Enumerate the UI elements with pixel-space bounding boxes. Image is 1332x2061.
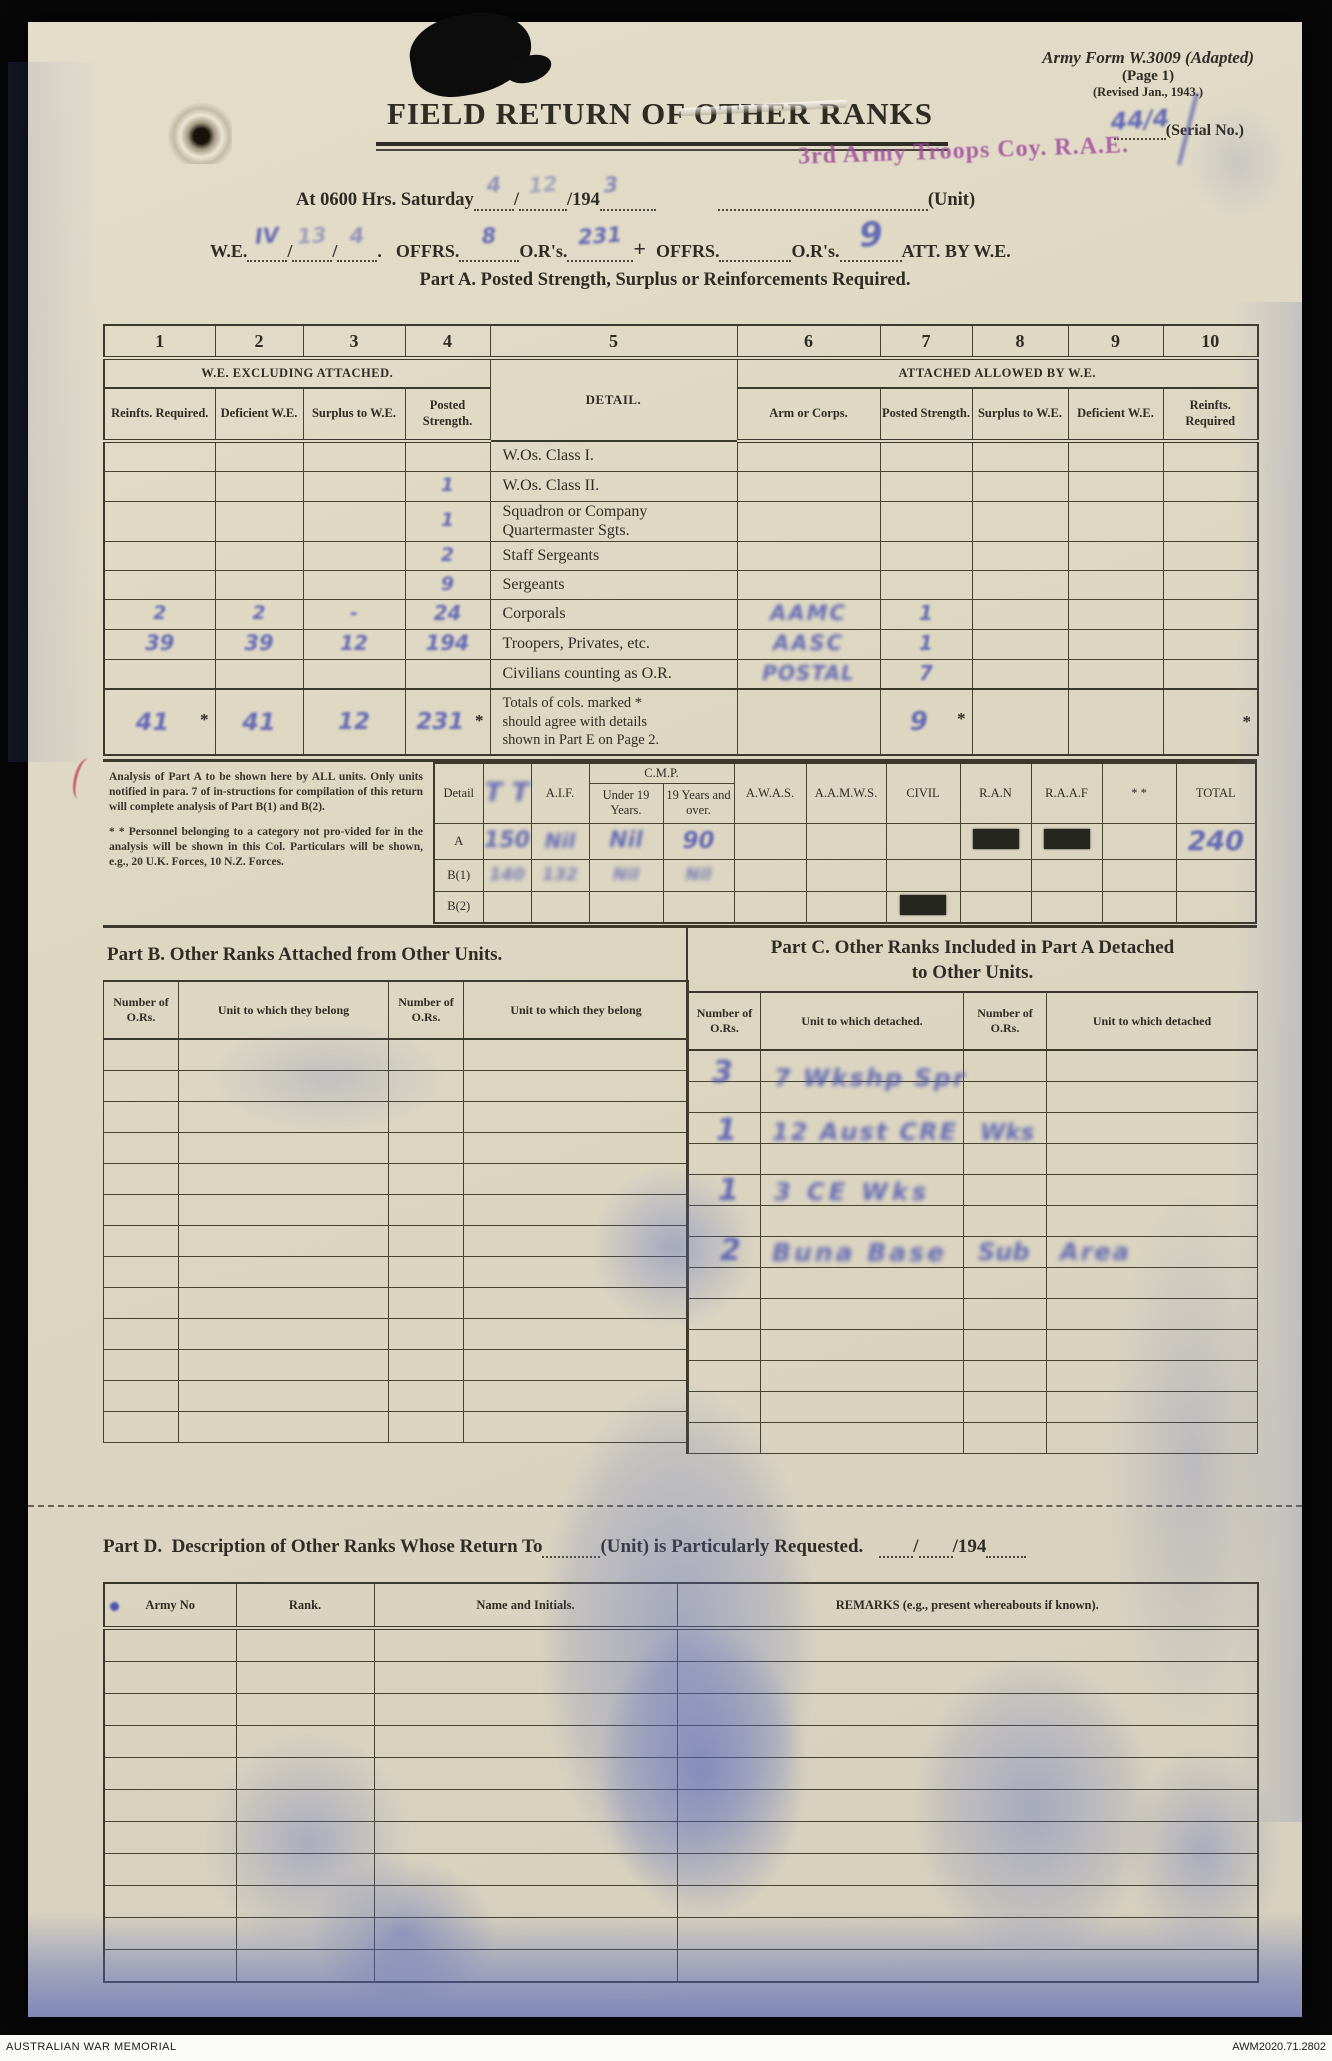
part-c-table: Number of O.Rs. Unit to which detached. Nu… [688, 991, 1258, 1455]
detail-header: DETAIL. [489, 357, 738, 442]
stain [8, 62, 98, 762]
punch-hole-tear [168, 102, 232, 164]
perforation-line [28, 1505, 1302, 1507]
hw-year-digit: 3 [602, 172, 620, 198]
hw-ors: 231 [577, 222, 624, 250]
stain [1168, 82, 1308, 242]
form-meta: Army Form W.3009 (Adapted) (Page 1) (Rev… [1042, 48, 1254, 100]
analysis-row-a: A 150 Nil Nil 90 240 [433, 822, 1257, 860]
group-header-row: W.E. EXCLUDING ATTACHED. DETAIL. ATTACHE… [103, 357, 1259, 442]
form-page: (Page 1) [1122, 68, 1175, 84]
row-sgts: 9 Sergeants [103, 569, 1259, 600]
form-paper: Army Form W.3009 (Adapted) (Page 1) (Rev… [8, 4, 1308, 2032]
row-wo-class-1: W.Os. Class I. [103, 440, 1259, 472]
serial-handwriting: 44/4 [1109, 103, 1171, 137]
row-cpls: 2 2 - 24 Corporals AAMC 1 [103, 598, 1259, 630]
form-number: Army Form W.3009 (Adapted) [1042, 48, 1254, 67]
row-staff-sgts: 2 Staff Sergeants [103, 540, 1259, 571]
part-a-table: 1 2 3 4 5 6 7 8 9 10 W.E. EXCLUDING ATTACHED. DET… [103, 324, 1259, 756]
analysis-row-b2: B(2) [433, 890, 1257, 924]
unit-label: (Unit) [927, 190, 976, 210]
hw-month: 12 [527, 172, 559, 198]
red-pen-mark [69, 756, 98, 802]
row-civilians: Civilians counting as O.R. POSTAL 7 [103, 658, 1259, 690]
form-revised: (Revised Jan., 1943.) [1093, 85, 1204, 99]
part-d-table: Army No Rank. Name and Initials. REMARKS (e… [103, 1582, 1259, 1983]
we-line: W.E. IV / 13 / 4 . OFFRS. 8 O.R's. 231 +… [210, 214, 1011, 262]
hw-we-1: IV [254, 223, 281, 249]
page-title: FIELD RETURN OF OTHER RANKS [386, 96, 934, 131]
archive-org: AUSTRALIAN WAR MEMORIAL [6, 2041, 177, 2053]
row-tprs: 39 39 12 194 Troopers, Privates, etc. AA… [103, 628, 1259, 660]
hw-ors-attached: 9 [857, 214, 884, 256]
date-line: At 0600 Hrs. Saturday 4 / 12 /194 3 (Uni… [296, 172, 976, 211]
hw-day: 4 [485, 172, 502, 198]
unit-stamp: 3rd Army Troops Coy. R.A.E. [797, 132, 1130, 170]
part-c-title: Part C. Other Ranks Included in Part A D… [770, 937, 1175, 983]
redaction-mark [1043, 829, 1090, 849]
hw-header-marks: T T [484, 778, 530, 809]
row-wo-class-2: 1 W.Os. Class II. [103, 470, 1259, 502]
archive-id: AWM2020.71.2802 [1232, 2041, 1326, 2053]
hw-we-2: 13 [296, 223, 328, 249]
part-b-table: Number of O.Rs. Unit to which they belong… [103, 980, 689, 1443]
redaction-mark [972, 829, 1019, 849]
date-prefix: At 0600 Hrs. Saturday [296, 190, 474, 210]
part-b-title: Part B. Other Ranks Attached from Other … [107, 944, 503, 965]
title-rule-2 [376, 149, 948, 151]
group-right: ATTACHED ALLOWED BY W.E. [736, 357, 1259, 389]
analysis-row-b1: B(1) 140 132 Nil Nil [433, 858, 1257, 892]
cmp-header: C.M.P. [588, 762, 735, 784]
group-left: W.E. EXCLUDING ATTACHED. [103, 357, 491, 389]
archive-bar: AUSTRALIAN WAR MEMORIAL AWM2020.71.2802 [0, 2035, 1332, 2061]
part-c-handwriting: 3 7 Wkshp Spr 1 12 Aust CRE Wks 1 3 CE W… [712, 1055, 1131, 1268]
part-b-c-section: Part B. Other Ranks Attached from Other … [103, 925, 1258, 1455]
part-d-title: Part D. Description of Other Ranks Whose… [103, 1536, 1027, 1558]
title-rule-1 [376, 142, 948, 146]
serial-line: 44/4 (Serial No.) [1109, 104, 1244, 140]
part-c: Part C. Other Ranks Included in Part A D… [688, 928, 1258, 1455]
part-a-title: Part A. Posted Strength, Surplus or Rein… [419, 270, 911, 290]
analysis-note-2: * * Personnel belonging to a category no… [109, 825, 423, 868]
column-numbers-row: 1 2 3 4 5 6 7 8 9 10 [103, 324, 1259, 360]
ink-blot [403, 4, 539, 104]
part-b: Part B. Other Ranks Attached from Other … [103, 928, 689, 1455]
column-headers-row: Reinfts. Required. Deficient W.E. Surplus … [103, 387, 1259, 443]
hw-we-3: 4 [349, 223, 366, 249]
serial-label: (Serial No.) [1165, 122, 1244, 139]
hw-offrs: 8 [481, 223, 498, 249]
analysis-block: Analysis of Part A to be shown here by A… [103, 759, 1257, 924]
serial-dots: 44/4 [1109, 104, 1170, 140]
redaction-mark [900, 894, 946, 915]
row-sqms: 1 Squadron or Company Quartermaster Sgts. [103, 500, 1259, 542]
row-totals: * 41 41 12 * 231 Totals of cols. marked * … [103, 688, 1259, 756]
analysis-note-1: Analysis of Part A to be shown here by A… [109, 771, 423, 814]
analysis-notes: Analysis of Part A to be shown here by A… [103, 762, 433, 924]
analysis-table: Detail T T A.I.F. C.M.P. A.W.A.S. A.A.M.… [433, 762, 1257, 924]
